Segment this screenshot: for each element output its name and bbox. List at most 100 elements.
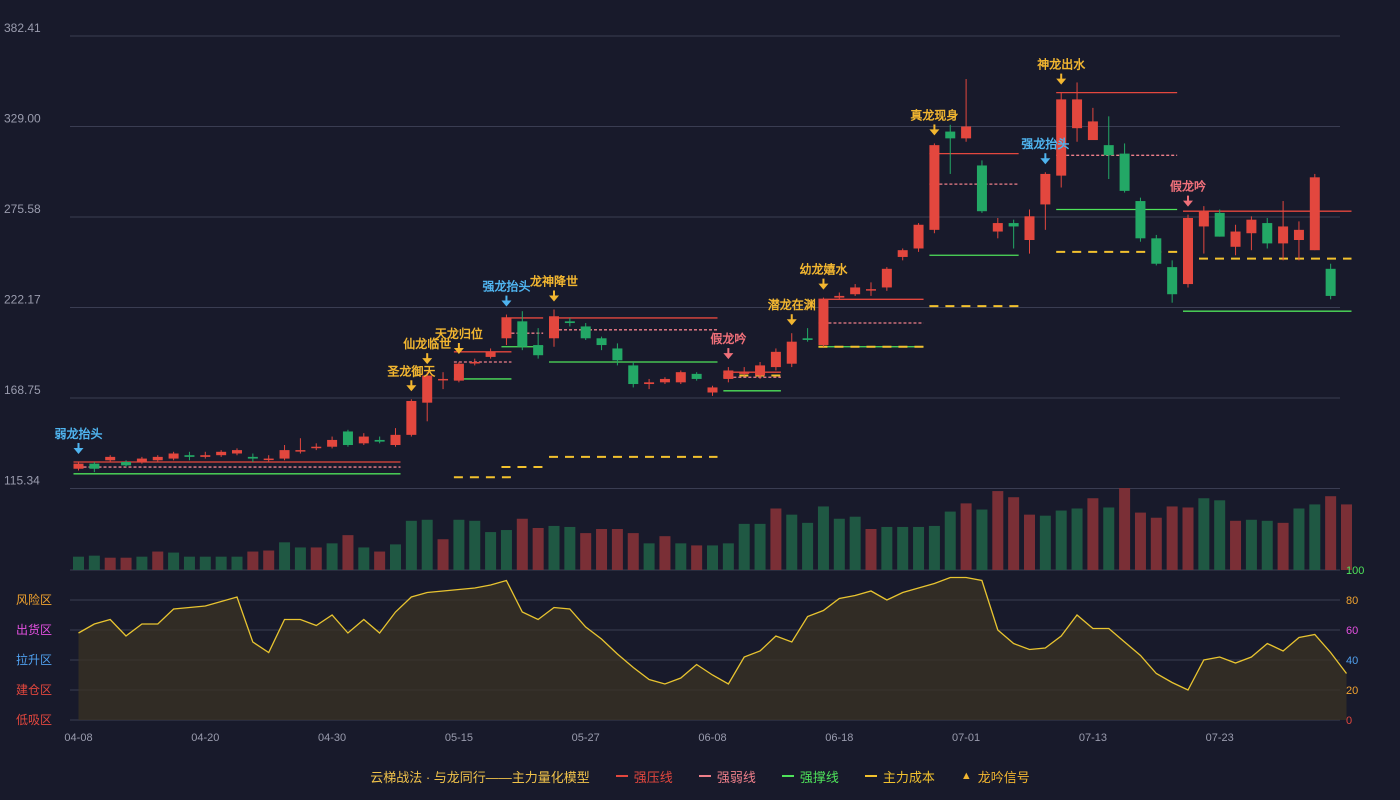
- candle-body: [184, 455, 195, 457]
- zone-label: 建仓区: [16, 683, 52, 697]
- signal-label: 强龙抬头: [1021, 136, 1069, 151]
- candle-body: [295, 450, 306, 452]
- volume-bar: [1325, 496, 1337, 570]
- zone-label: 低吸区: [16, 713, 52, 727]
- level-lines: [73, 91, 1352, 479]
- volume-bar: [374, 551, 386, 570]
- indicator-tick-label: 0: [1346, 715, 1352, 727]
- volume-bar: [1008, 497, 1020, 570]
- candle-body: [1119, 153, 1130, 191]
- volume-bar: [691, 545, 703, 570]
- candle-body: [533, 345, 544, 356]
- candle-body: [881, 268, 892, 288]
- signal-label: 真龙现身: [910, 107, 958, 122]
- candle-body: [723, 370, 734, 379]
- candle-body: [422, 375, 433, 403]
- candle-body: [691, 373, 702, 379]
- signal-label: 幼龙嬉水: [799, 262, 848, 277]
- volume-bar: [627, 533, 639, 570]
- x-tick-label: 07-01: [952, 732, 980, 744]
- volume-bar: [168, 552, 180, 570]
- volume-bars: [73, 488, 1352, 570]
- volume-bar: [500, 530, 512, 570]
- candle-body: [707, 387, 718, 393]
- price-tick-label: 115.34: [4, 474, 40, 488]
- volume-bar: [1134, 512, 1146, 570]
- volume-bar: [643, 543, 655, 570]
- candle-body: [1167, 267, 1178, 295]
- x-tick-label: 06-08: [698, 732, 726, 744]
- candle-body: [374, 439, 385, 442]
- candle-body: [485, 351, 496, 357]
- volume-bar: [1103, 507, 1115, 570]
- candles: [73, 79, 1336, 473]
- volume-bar: [738, 523, 750, 570]
- signal-label: 弱龙抬头: [54, 426, 102, 441]
- price-tick-label: 168.75: [4, 383, 41, 397]
- x-tick-label: 05-27: [572, 732, 600, 744]
- x-tick-label: 07-13: [1079, 732, 1107, 744]
- candle-body: [1183, 217, 1193, 285]
- axes: 382.41 329.00 275.58 222.17 168.75 115.34 100 8…: [4, 21, 1364, 744]
- triangle-icon: ▲: [960, 770, 972, 782]
- volume-bar: [1277, 522, 1289, 570]
- volume-bar: [88, 555, 100, 570]
- legend-item-strong-weak[interactable]: 强弱线: [698, 767, 756, 786]
- signal-arrow-icon: [786, 319, 797, 326]
- legend-item-dragon-signal[interactable]: ▲ 龙吟信号: [961, 767, 1030, 786]
- legend-item-strong-pressure[interactable]: 强压线: [615, 767, 673, 786]
- candle-body: [644, 382, 655, 385]
- volume-bar: [611, 529, 623, 570]
- legend-item-strong-support[interactable]: 强撑线: [781, 767, 839, 786]
- volume-bar: [199, 556, 211, 570]
- candle-body: [818, 299, 829, 346]
- volume-bar: [1087, 498, 1099, 570]
- volume-bar: [913, 526, 925, 570]
- volume-bar: [817, 506, 829, 570]
- legend-swatch-strong-pressure: [615, 775, 628, 777]
- indicator-tick-label: 60: [1346, 625, 1358, 637]
- candle-body: [897, 250, 908, 257]
- candle-body: [1293, 229, 1304, 241]
- volume-bar: [1024, 514, 1035, 570]
- volume-bar: [294, 547, 306, 570]
- candle-body: [1246, 219, 1257, 234]
- signal-label: 潜龙在渊: [768, 297, 816, 312]
- candle-body: [961, 126, 972, 139]
- candle-body: [1024, 216, 1035, 241]
- legend-item-main-cost[interactable]: 主力成本: [864, 767, 935, 786]
- volume-bar: [786, 514, 798, 570]
- volume-bar: [897, 526, 909, 570]
- volume-bar: [881, 526, 893, 570]
- price-tick-label: 275.58: [4, 202, 41, 216]
- candle-body: [121, 461, 132, 466]
- candle-body: [1214, 212, 1225, 237]
- signal-arrow-icon: [723, 353, 734, 360]
- candle-body: [232, 450, 242, 454]
- candle-body: [866, 289, 876, 291]
- candle-body: [327, 439, 338, 447]
- signal-label: 假龙吟: [710, 331, 746, 346]
- signal-label: 龙神降世: [530, 273, 578, 288]
- candle-body: [1072, 99, 1083, 129]
- candle-body: [834, 295, 845, 298]
- volume-bar: [390, 544, 401, 570]
- volume-bar: [1119, 488, 1131, 570]
- volume-bar: [326, 543, 338, 570]
- candle-body: [1008, 223, 1019, 227]
- candle-body: [580, 326, 591, 339]
- volume-bar: [405, 520, 417, 570]
- volume-bar: [802, 522, 814, 570]
- candle-body: [850, 287, 861, 295]
- candle-body: [453, 363, 464, 381]
- volume-bar: [992, 491, 1004, 570]
- legend-label: 强撑线: [799, 769, 839, 785]
- x-tick-label: 07-23: [1206, 732, 1234, 744]
- candle-body: [136, 458, 147, 462]
- x-tick-label: 04-08: [64, 732, 92, 744]
- chart-legend: 云梯战法 · 与龙同行——主力量化模型 强压线 强弱线 强撑线 主力成本 ▲ 龙…: [0, 766, 1400, 786]
- volume-bar: [1166, 506, 1178, 570]
- candle-body: [438, 378, 449, 381]
- legend-swatch-main-cost: [864, 775, 877, 777]
